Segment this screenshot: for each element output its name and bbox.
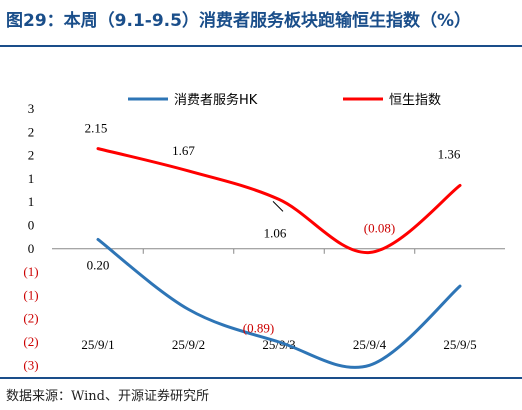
data-label: (0.89) bbox=[243, 320, 274, 335]
x-tick-label: 25/9/2 bbox=[172, 337, 205, 352]
y-axis-ticks: 3 2 2 1 1 0 0 (1) (1) (2) (2) (3) bbox=[23, 101, 38, 372]
y-tick-label: 0 bbox=[28, 241, 35, 256]
data-label: 1.67 bbox=[172, 143, 195, 158]
data-labels: 0.20 (0.89) 2.15 1.67 1.06 (0.08) 1.36 bbox=[85, 121, 461, 336]
y-tick-label: 1 bbox=[28, 171, 35, 186]
y-tick-label: (1) bbox=[23, 264, 38, 279]
y-tick-label: (3) bbox=[23, 357, 38, 372]
x-axis-ticks: 25/9/1 25/9/2 25/9/3 25/9/4 25/9/5 bbox=[81, 248, 477, 352]
y-tick-label: 3 bbox=[28, 101, 35, 116]
legend-label: 恒生指数 bbox=[389, 93, 441, 108]
x-tick-label: 25/9/4 bbox=[353, 337, 387, 352]
data-label: 1.06 bbox=[264, 225, 287, 240]
line-chart: 3 2 2 1 1 0 0 (1) (1) (2) (2) (3) 25/9/1 25/9/2 25/9/… bbox=[23, 92, 505, 372]
y-tick-label: (1) bbox=[23, 287, 38, 302]
y-tick-label: 0 bbox=[28, 218, 35, 233]
y-tick-label: 2 bbox=[28, 148, 35, 163]
y-tick-label: (2) bbox=[23, 311, 38, 326]
legend-label: 消费者服务HK bbox=[174, 92, 258, 108]
y-tick-label: 2 bbox=[28, 124, 35, 139]
bottom-divider bbox=[0, 377, 522, 379]
series-line-hang-seng bbox=[96, 147, 462, 255]
x-tick-label: 25/9/5 bbox=[443, 337, 476, 352]
data-label: 2.15 bbox=[85, 121, 108, 136]
x-tick-label: 25/9/1 bbox=[81, 337, 114, 352]
data-label: 0.20 bbox=[87, 257, 110, 272]
source-note: 数据来源：Wind、开源证券研究所 bbox=[6, 389, 209, 404]
y-tick-label: (2) bbox=[23, 334, 38, 349]
legend: 消费者服务HK 恒生指数 bbox=[128, 92, 441, 108]
y-tick-label: 1 bbox=[28, 194, 35, 209]
series-lines bbox=[96, 147, 462, 369]
top-divider bbox=[0, 45, 522, 47]
data-label: 1.36 bbox=[438, 146, 461, 161]
series-line-consumer-services bbox=[96, 237, 462, 369]
label-leader-line bbox=[272, 201, 284, 212]
data-label: (0.08) bbox=[364, 221, 395, 236]
chart-title: 图29：本周（9.1-9.5）消费者服务板块跑输恒生指数（%） bbox=[6, 11, 471, 31]
